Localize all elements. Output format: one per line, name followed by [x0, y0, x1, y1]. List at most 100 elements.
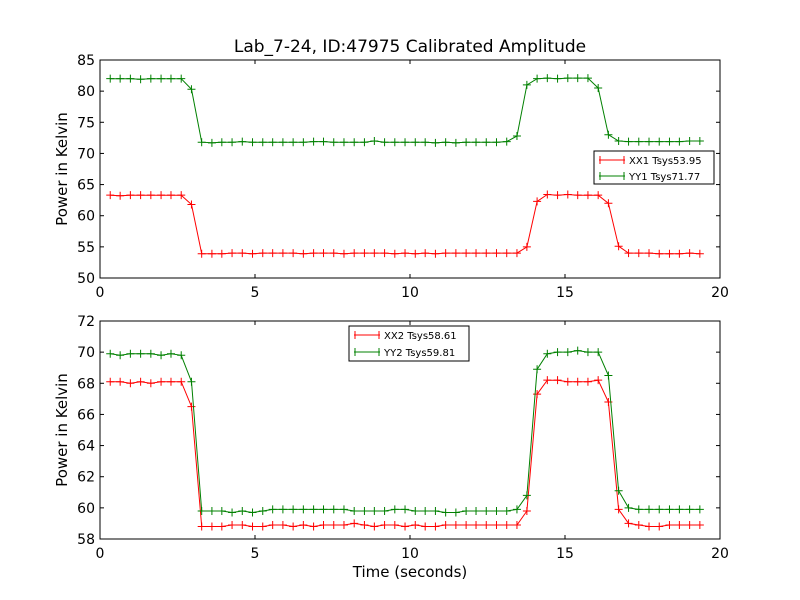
- legend-label: XX2 Tsys58.61: [384, 331, 457, 342]
- data-point: [431, 138, 440, 147]
- data-point: [217, 522, 226, 531]
- data-point: [177, 74, 186, 83]
- data-point: [472, 520, 481, 529]
- x-tick-label: 5: [251, 285, 260, 301]
- x-axis-label: Time (seconds): [352, 563, 468, 581]
- data-point: [665, 249, 674, 258]
- data-point: [573, 191, 582, 200]
- data-point: [472, 249, 481, 258]
- data-point: [502, 137, 511, 146]
- data-point: [604, 371, 613, 380]
- data-point: [685, 249, 694, 258]
- data-point: [624, 519, 633, 528]
- data-point: [278, 138, 287, 147]
- data-point: [492, 506, 501, 515]
- y-tick-label: 50: [77, 271, 95, 287]
- data-point: [543, 376, 552, 385]
- data-point: [441, 249, 450, 258]
- data-point: [329, 505, 338, 514]
- data-point: [421, 506, 430, 515]
- data-point: [238, 520, 247, 529]
- data-point: [685, 520, 694, 529]
- x-tick-label: 10: [401, 546, 419, 562]
- data-point: [126, 191, 135, 200]
- data-point: [624, 503, 633, 512]
- data-point: [462, 138, 471, 147]
- data-point: [248, 508, 257, 517]
- data-point: [604, 130, 613, 139]
- legend: XX2 Tsys58.61 YY2 Tsys59.81: [348, 325, 470, 362]
- data-point: [665, 520, 674, 529]
- y-tick-label: 75: [77, 115, 95, 131]
- y-axis-label: Power in Kelvin: [53, 373, 71, 487]
- data-point: [441, 520, 450, 529]
- data-point: [116, 351, 125, 360]
- data-point: [126, 349, 135, 358]
- data-point: [370, 249, 379, 258]
- y-tick-label: 55: [77, 240, 95, 256]
- data-point: [451, 520, 460, 529]
- data-point: [645, 137, 654, 146]
- data-point: [675, 520, 684, 529]
- data-point: [360, 138, 369, 147]
- data-point: [360, 520, 369, 529]
- data-point: [350, 249, 359, 258]
- data-point: [482, 506, 491, 515]
- data-point: [411, 520, 420, 529]
- data-point: [634, 249, 643, 258]
- data-point: [614, 136, 623, 145]
- data-point: [339, 505, 348, 514]
- x-tick-label: 0: [96, 546, 105, 562]
- data-point: [106, 191, 115, 200]
- legend-marker: [599, 172, 625, 180]
- data-point: [492, 138, 501, 147]
- data-point: [268, 249, 277, 258]
- data-point: [553, 191, 562, 200]
- data-point: [329, 138, 338, 147]
- data-point: [583, 74, 592, 83]
- data-point: [166, 349, 175, 358]
- data-point: [258, 506, 267, 515]
- legend-marker: [354, 348, 380, 356]
- data-point: [238, 506, 247, 515]
- data-point: [360, 249, 369, 258]
- data-point: [309, 249, 318, 258]
- data-point: [401, 138, 410, 147]
- data-point: [228, 508, 237, 517]
- data-point: [462, 520, 471, 529]
- data-point: [502, 249, 511, 258]
- data-point: [411, 249, 420, 258]
- data-point: [573, 377, 582, 386]
- data-point: [217, 506, 226, 515]
- data-point: [431, 506, 440, 515]
- data-point: [665, 137, 674, 146]
- data-point: [197, 249, 206, 258]
- data-point: [522, 242, 531, 251]
- data-point: [289, 249, 298, 258]
- data-point: [533, 390, 542, 399]
- data-point: [258, 522, 267, 531]
- data-point: [187, 377, 196, 386]
- data-point: [553, 74, 562, 83]
- data-point: [401, 522, 410, 531]
- data-point: [695, 505, 704, 514]
- data-point: [116, 74, 125, 83]
- data-point: [350, 506, 359, 515]
- data-point: [411, 138, 420, 147]
- data-point: [645, 522, 654, 531]
- data-point: [157, 377, 166, 386]
- data-point: [645, 249, 654, 258]
- data-point: [563, 377, 572, 386]
- data-point: [319, 249, 328, 258]
- data-point: [462, 506, 471, 515]
- data-point: [207, 506, 216, 515]
- data-point: [157, 74, 166, 83]
- data-point: [299, 520, 308, 529]
- series-1: [106, 346, 704, 517]
- data-point: [665, 505, 674, 514]
- legend-label: XX1 Tsys53.95: [629, 156, 702, 167]
- data-point: [522, 80, 531, 89]
- data-point: [533, 197, 542, 206]
- data-point: [258, 249, 267, 258]
